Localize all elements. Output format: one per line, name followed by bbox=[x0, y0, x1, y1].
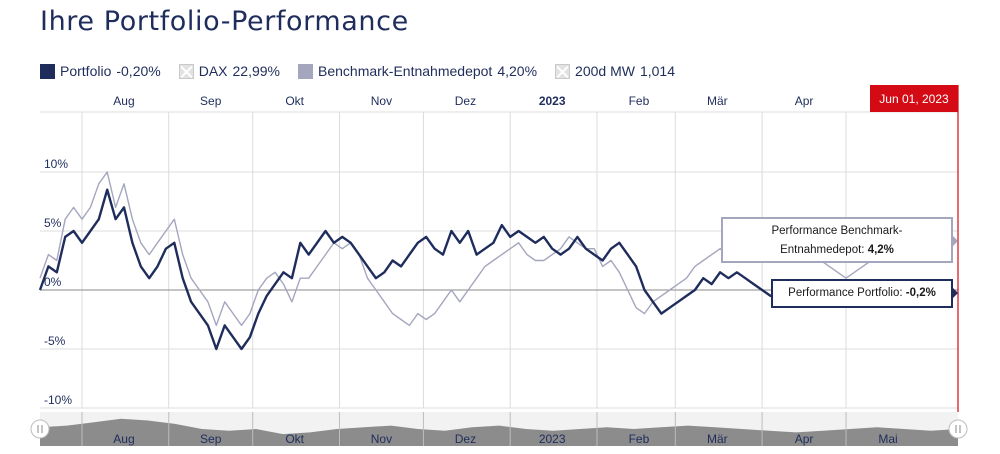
legend-item-benchmark[interactable]: Benchmark-Entnahmedepot 4,20% bbox=[298, 63, 537, 79]
navigator-tick-label: Aug bbox=[113, 432, 134, 446]
legend-label: 200d MW bbox=[575, 63, 635, 79]
x-tick-label: Aug bbox=[113, 94, 134, 108]
x-axis-ticks: Aug Sep Okt Nov Dez 2023 Feb Mär Apr bbox=[113, 94, 813, 108]
portfolio-swatch-icon bbox=[40, 63, 55, 79]
legend-value: 1,014 bbox=[639, 63, 675, 79]
disabled-checkbox-icon bbox=[555, 63, 571, 79]
navigator-tick-label: 2023 bbox=[539, 432, 566, 446]
y-tick-label: -10% bbox=[44, 393, 72, 407]
tooltip-pointer-icon bbox=[951, 286, 958, 300]
navigator-tick-label: Okt bbox=[285, 432, 304, 446]
legend-value: 22,99% bbox=[232, 63, 280, 79]
legend-label: DAX bbox=[198, 63, 228, 79]
navigator-area bbox=[40, 418, 958, 446]
tooltip-text: Entnahmedepot: bbox=[780, 244, 865, 256]
navigator-tick-label: Nov bbox=[371, 432, 392, 446]
range-navigator[interactable]: Aug Sep Okt Nov Dez 2023 Feb Mär Apr Mai bbox=[30, 412, 968, 446]
benchmark-swatch-icon bbox=[298, 63, 313, 79]
navigator-tick-label: Sep bbox=[200, 432, 222, 446]
left-handle-icon[interactable] bbox=[30, 419, 50, 439]
right-handle-icon[interactable] bbox=[948, 419, 968, 439]
tooltip-value: -0,2% bbox=[905, 287, 936, 299]
portfolio-tooltip: Performance Portfolio: -0,2% bbox=[771, 279, 953, 308]
legend-label: Portfolio bbox=[60, 63, 112, 79]
navigator-tick-label: Feb bbox=[629, 432, 650, 446]
legend-label: Benchmark-Entnahmedepot bbox=[318, 63, 493, 79]
benchmark-tooltip: Performance Benchmark- Entnahmedepot: 4,… bbox=[721, 217, 953, 263]
current-date-flag: Jun 01, 2023 bbox=[870, 85, 958, 112]
y-axis-ticks: 10% 5% 0% -5% -10% bbox=[44, 157, 72, 407]
x-tick-label: Sep bbox=[200, 94, 222, 108]
legend-item-portfolio[interactable]: Portfolio -0,20% bbox=[40, 63, 161, 79]
page-title: Ihre Portfolio-Performance bbox=[40, 6, 409, 37]
y-tick-label: 10% bbox=[44, 157, 68, 171]
legend-item-200d-mw[interactable]: 200d MW 1,014 bbox=[555, 63, 675, 79]
navigator-tick-label: Mai bbox=[878, 432, 897, 446]
x-tick-label: Feb bbox=[629, 94, 650, 108]
legend-value: -0,20% bbox=[116, 63, 161, 79]
chart-legend: Portfolio -0,20% DAX 22,99% Benchmark-En… bbox=[40, 62, 693, 80]
x-tick-label: Dez bbox=[455, 94, 476, 108]
legend-value: 4,20% bbox=[497, 63, 538, 79]
tooltip-text: Performance Benchmark- bbox=[771, 225, 903, 237]
chart-grid bbox=[40, 111, 958, 409]
y-tick-label: 5% bbox=[44, 216, 62, 230]
x-tick-label: Nov bbox=[371, 94, 392, 108]
tooltip-text: Performance Portfolio: bbox=[788, 287, 903, 299]
disabled-checkbox-icon bbox=[178, 63, 194, 79]
tooltip-value: 4,2% bbox=[867, 244, 894, 256]
x-tick-label: Mär bbox=[707, 94, 728, 108]
navigator-tick-label: Mär bbox=[707, 432, 728, 446]
navigator-tick-label: Dez bbox=[455, 432, 476, 446]
legend-item-dax[interactable]: DAX 22,99% bbox=[178, 63, 280, 79]
navigator-tick-label: Apr bbox=[795, 432, 814, 446]
y-tick-label: 0% bbox=[44, 275, 62, 289]
tooltip-pointer-icon bbox=[951, 234, 958, 248]
x-tick-label: Okt bbox=[285, 94, 304, 108]
x-tick-label: 2023 bbox=[539, 94, 566, 108]
y-tick-label: -5% bbox=[44, 334, 66, 348]
portfolio-line bbox=[38, 188, 780, 351]
x-tick-label: Apr bbox=[795, 94, 814, 108]
